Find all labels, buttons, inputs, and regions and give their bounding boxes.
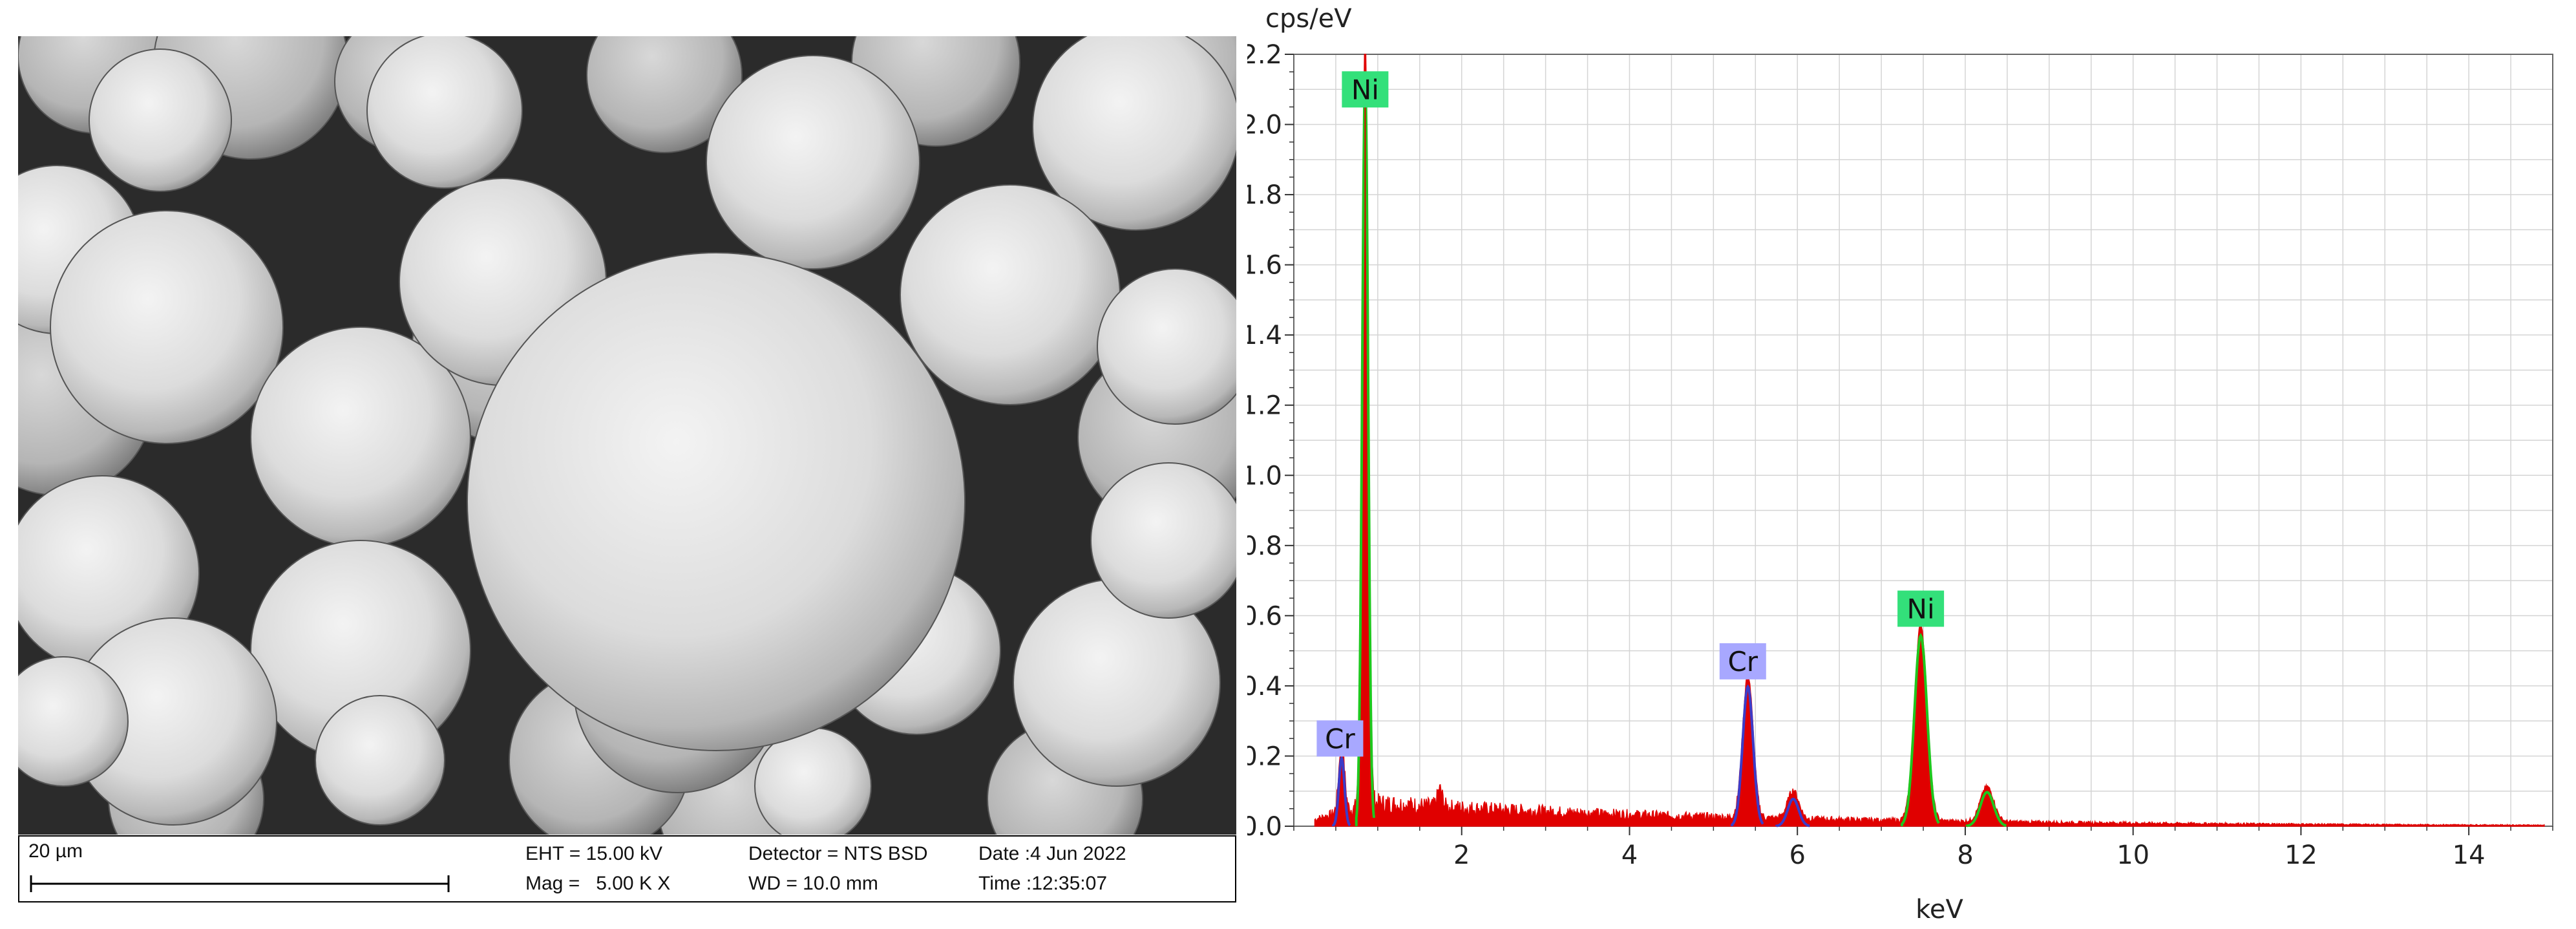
- eds-spectrum-chart: 0.0 0.2 0.4 0.6 0.8 1.0 1.2 1.4 1.6 1.8 2.0 2.2 2 4 6…: [1247, 4, 2553, 924]
- y-tick-label: 1.2: [1247, 391, 1282, 421]
- fit-peak-cr-ka: [1731, 684, 1764, 827]
- powder-particle: [706, 55, 920, 270]
- y-axis-ticks: 0.0 0.2 0.4 0.6 0.8 1.0 1.2 1.4 1.6 1.8 2.0 2.2: [1247, 40, 1294, 842]
- y-tick-label: 0.8: [1247, 531, 1282, 561]
- x-tick-label: 14: [2453, 840, 2486, 870]
- magnification-value: Mag = 5.00 K X: [525, 873, 671, 894]
- peak-label-box-cr: [1316, 720, 1364, 757]
- y-tick-label: 1.0: [1247, 461, 1282, 491]
- fit-peak-cr-kb: [1775, 797, 1810, 828]
- sem-info-bar: 20 µm EHT = 15.00 kV Mag = 5.00 K X Dete…: [18, 835, 1236, 902]
- y-tick-label: 0.6: [1247, 601, 1282, 631]
- y-tick-label: 2.2: [1247, 40, 1282, 70]
- sem-micrograph-panel: 20 µm EHT = 15.00 kV Mag = 5.00 K X Dete…: [18, 36, 1236, 902]
- peak-label-cr: Cr: [1727, 646, 1758, 678]
- x-tick-label: 2: [1453, 840, 1470, 870]
- scale-bar-label: 20 µm: [28, 840, 83, 862]
- peak-label-box-ni: [1897, 590, 1945, 627]
- x-tick-label: 6: [1789, 840, 1805, 870]
- powder-particle: [315, 695, 445, 826]
- sem-image: [18, 36, 1236, 835]
- x-tick-label: 8: [1957, 840, 1973, 870]
- peak-label-cr: Cr: [1325, 723, 1355, 754]
- y-tick-label: 0.0: [1247, 812, 1282, 842]
- powder-particle: [1097, 268, 1236, 425]
- time-value: Time :12:35:07: [978, 873, 1107, 894]
- peak-label-box-ni: [1342, 71, 1389, 108]
- fit-peak-ni-kb: [1965, 791, 2007, 828]
- peak-label-box-cr: [1719, 643, 1766, 679]
- working-distance-value: WD = 10.0 mm: [748, 873, 878, 894]
- y-tick-label: 0.2: [1247, 742, 1282, 771]
- peak-label-ni: Ni: [1907, 593, 1935, 625]
- y-axis-label: cps/eV: [1265, 4, 1352, 34]
- date-value: Date :4 Jun 2022: [978, 843, 1126, 864]
- powder-particle: [900, 184, 1121, 405]
- detector-value: Detector = NTS BSD: [748, 843, 928, 864]
- powder-particle: [1032, 36, 1236, 231]
- peak-labels: Cr Ni Cr Ni: [1316, 71, 1945, 757]
- x-tick-label: 12: [2285, 840, 2317, 870]
- x-tick-label: 10: [2117, 840, 2149, 870]
- powder-particles: [18, 36, 1236, 835]
- fit-peak-ni-ka: [1900, 632, 1940, 827]
- eht-value: EHT = 15.00 kV: [525, 843, 663, 864]
- powder-particle: [18, 656, 129, 787]
- powder-particle: [89, 48, 232, 192]
- powder-particle: [586, 36, 743, 153]
- y-tick-label: 0.4: [1247, 672, 1282, 701]
- fit-peak-cr-l: [1331, 756, 1351, 827]
- y-tick-label: 1.6: [1247, 251, 1282, 281]
- y-tick-label: 1.8: [1247, 180, 1282, 210]
- powder-particle: [366, 36, 523, 189]
- x-tick-label: 4: [1621, 840, 1638, 870]
- powder-particle: [467, 252, 966, 751]
- peak-label-ni: Ni: [1351, 74, 1379, 105]
- x-axis-ticks: 2 4 6 8 10 12 14: [1293, 826, 2553, 870]
- x-axis-label: keV: [1916, 895, 1963, 924]
- powder-particle: [1090, 462, 1236, 619]
- y-tick-label: 1.4: [1247, 321, 1282, 350]
- y-tick-label: 2.0: [1247, 111, 1282, 140]
- scale-bar: [30, 875, 450, 892]
- powder-particle: [50, 210, 284, 444]
